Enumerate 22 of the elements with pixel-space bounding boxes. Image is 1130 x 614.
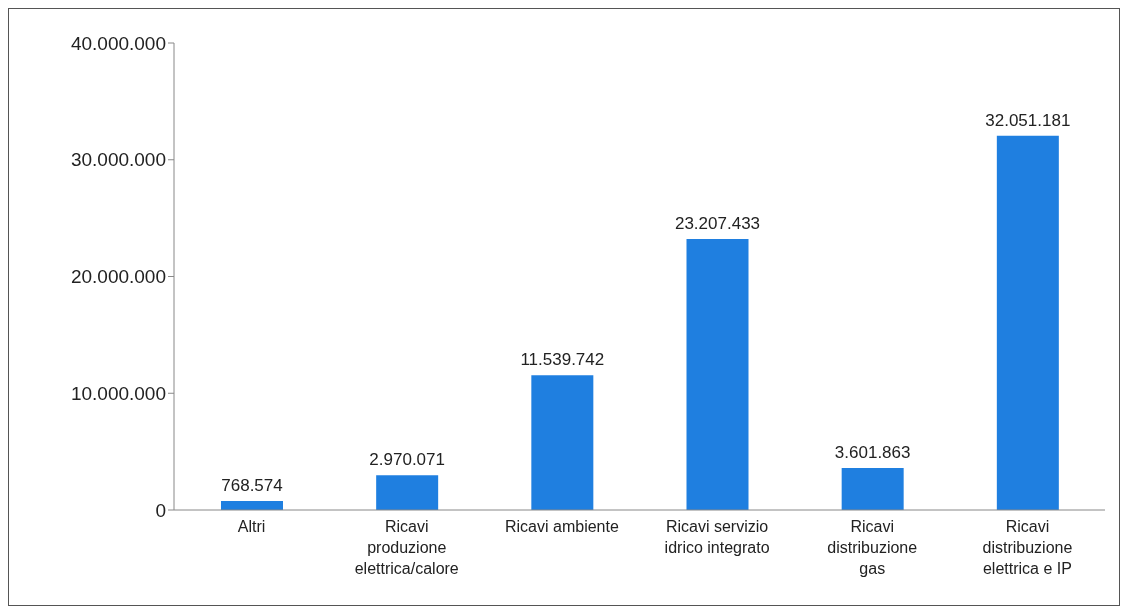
data-label: 11.539.742 [520,350,605,370]
y-tick-label: 0 [155,499,166,521]
x-tick-label: Ricavi produzione elettrica/calore [354,518,459,577]
bar [531,375,594,510]
bar [996,135,1059,510]
x-tick-label: Ricavi ambiente [505,518,619,535]
bar [376,475,439,510]
y-tick-label: 20.000.000 [70,266,166,288]
data-label: 3.601.863 [834,442,911,462]
x-tick-label: Ricavi distribuzione elettrica e IP [982,518,1073,577]
y-tick-label: 10.000.000 [70,382,166,404]
data-label: 768.574 [221,476,283,496]
bar [841,467,904,510]
x-tick-label: Ricavi distribuzione gas [827,518,918,577]
y-tick-label: 30.000.000 [70,149,166,171]
data-label: 23.207.433 [674,214,761,234]
x-tick-label: Ricavi servizio idrico integrato [664,518,770,556]
data-label: 2.970.071 [369,450,445,470]
data-label: 32.051.181 [985,110,1071,130]
x-tick-label: Altri [237,518,266,535]
bar [686,239,749,510]
y-tick-label: 40.000.000 [70,32,166,54]
